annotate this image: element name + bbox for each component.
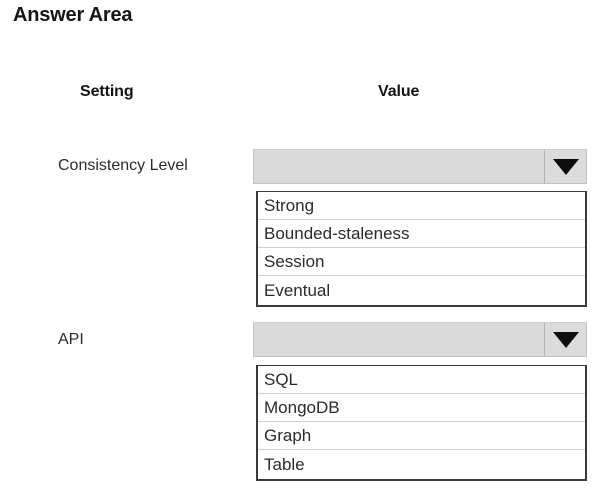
dropdown-consistency-level-options[interactable]: Strong Bounded-staleness Session Eventua…	[256, 191, 587, 307]
row-label-api: API	[58, 331, 84, 348]
chevron-down-glyph	[552, 158, 579, 175]
chevron-down-icon[interactable]	[544, 323, 586, 356]
list-item[interactable]: MongoDB	[258, 394, 585, 422]
row-label-consistency-level: Consistency Level	[58, 157, 188, 174]
chevron-down-icon[interactable]	[544, 150, 586, 183]
list-item[interactable]: Strong	[258, 192, 585, 220]
column-header-setting: Setting	[80, 83, 134, 100]
column-header-value: Value	[378, 83, 420, 100]
list-item[interactable]: Bounded-staleness	[258, 220, 585, 248]
dropdown-api-options[interactable]: SQL MongoDB Graph Table	[256, 365, 587, 481]
list-item[interactable]: Eventual	[258, 276, 585, 305]
list-item[interactable]: Graph	[258, 422, 585, 450]
dropdown-api-value[interactable]	[254, 323, 544, 356]
dropdown-api[interactable]	[253, 322, 587, 357]
dropdown-consistency-level[interactable]	[253, 149, 587, 184]
page-title: Answer Area	[13, 4, 133, 26]
chevron-down-glyph	[552, 331, 579, 348]
list-item[interactable]: Session	[258, 248, 585, 276]
list-item[interactable]: Table	[258, 450, 585, 479]
list-item[interactable]: SQL	[258, 366, 585, 394]
dropdown-consistency-level-value[interactable]	[254, 150, 544, 183]
